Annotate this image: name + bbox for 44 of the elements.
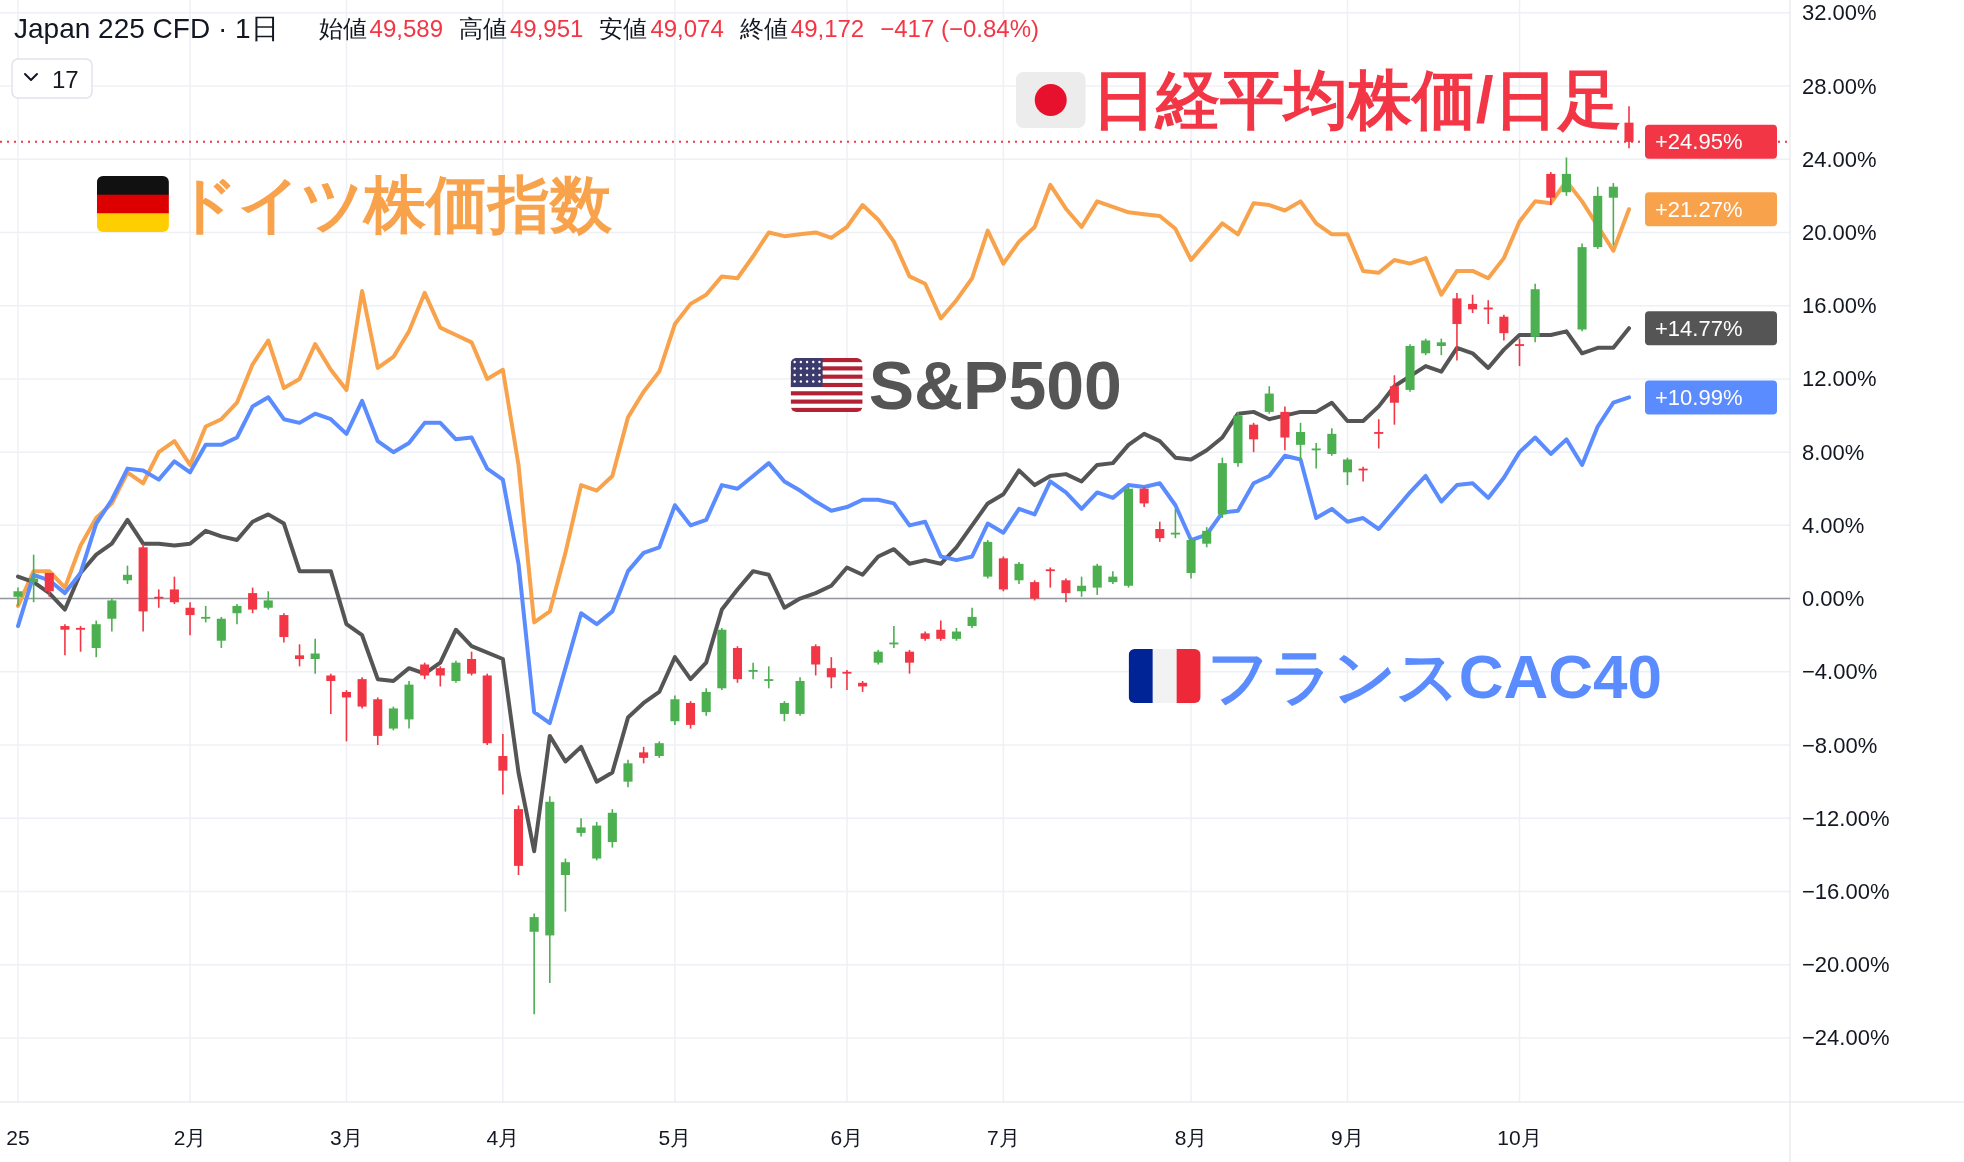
y-tick-label: −12.00% xyxy=(1802,805,1890,831)
annotation: 安値 xyxy=(599,14,648,42)
y-tick-label: 4.00% xyxy=(1802,512,1865,538)
x-tick-label: 2月 xyxy=(173,1125,207,1149)
y-tick-label: 32.00% xyxy=(1802,0,1877,26)
x-tick-label: 7月 xyxy=(987,1125,1020,1149)
y-tick-label: 28.00% xyxy=(1802,73,1877,99)
y-tick-label: 0.00% xyxy=(1802,586,1865,612)
annotation: −417 (−0.84%) xyxy=(880,14,1039,42)
y-tick-label: −8.00% xyxy=(1802,732,1878,758)
x-tick-label: 4月 xyxy=(486,1125,520,1149)
annotation: 49,074 xyxy=(650,14,724,42)
x-tick-label: 3月 xyxy=(330,1125,363,1149)
x-tick-label: 10月 xyxy=(1497,1125,1542,1149)
annotation: 49,172 xyxy=(790,14,865,42)
y-tick-label: 8.00% xyxy=(1802,439,1865,465)
series-name: 日経平均株価/日足 xyxy=(1091,64,1622,136)
annotation: 17 xyxy=(52,65,79,93)
y-tick-label: 12.00% xyxy=(1802,366,1877,392)
x-tick-label: 5月 xyxy=(658,1125,692,1149)
y-tick-label: 24.00% xyxy=(1802,146,1877,172)
x-tick-label: 6月 xyxy=(830,1125,864,1149)
series-name: フランスCAC40 xyxy=(1206,641,1662,711)
y-tick-label: −4.00% xyxy=(1802,659,1878,685)
value-label: +10.99% xyxy=(1655,384,1743,410)
y-tick-label: 16.00% xyxy=(1802,293,1877,319)
annotation: 終値 xyxy=(739,14,788,42)
value-label: +24.95% xyxy=(1655,129,1743,155)
y-tick-label: −24.00% xyxy=(1802,1025,1890,1051)
y-tick-label: −16.00% xyxy=(1802,879,1890,904)
series-name: S&P500 xyxy=(868,347,1122,423)
value-label: +21.27% xyxy=(1655,196,1743,222)
annotation: 49,951 xyxy=(510,14,584,42)
title: Japan 225 CFD · 1日 xyxy=(14,12,279,44)
y-tick-label: 20.00% xyxy=(1802,220,1877,245)
annotation: 始値 xyxy=(318,14,367,42)
x-tick-label: 8月 xyxy=(1174,1125,1208,1149)
value-label: +14.77% xyxy=(1655,315,1743,341)
annotation: 高値 xyxy=(459,14,507,42)
y-tick-label: −20.00% xyxy=(1802,952,1890,978)
series-name: ドイツ株価指数 xyxy=(174,169,612,239)
annotation: 49,589 xyxy=(369,14,443,42)
x-tick-label: 25 xyxy=(6,1125,30,1149)
x-tick-label: 9月 xyxy=(1331,1125,1364,1149)
